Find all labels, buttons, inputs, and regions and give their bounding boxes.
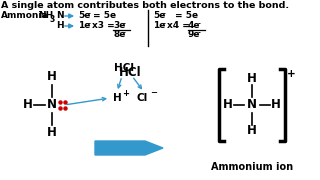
Text: N: N bbox=[56, 11, 64, 20]
Text: N: N bbox=[47, 98, 57, 111]
Text: H: H bbox=[223, 98, 233, 111]
Text: Ammonia: Ammonia bbox=[1, 11, 49, 20]
Text: HCl: HCl bbox=[119, 66, 141, 78]
Text: 3e: 3e bbox=[113, 21, 125, 30]
Text: N: N bbox=[247, 98, 257, 111]
Text: H: H bbox=[56, 21, 64, 30]
Text: 5e: 5e bbox=[153, 11, 165, 20]
Text: Cl: Cl bbox=[136, 93, 148, 103]
Text: -: - bbox=[163, 21, 166, 27]
Text: x4 =: x4 = bbox=[167, 21, 190, 30]
Text: = 5e: = 5e bbox=[175, 11, 198, 20]
Text: −: − bbox=[150, 89, 157, 98]
Text: H: H bbox=[23, 98, 33, 111]
Text: -: - bbox=[123, 21, 126, 27]
Text: +: + bbox=[122, 89, 129, 98]
Text: H: H bbox=[247, 125, 257, 138]
Text: Ammonium ion: Ammonium ion bbox=[211, 162, 293, 172]
Text: A single atom contributes both electrons to the bond.: A single atom contributes both electrons… bbox=[1, 1, 289, 10]
Text: 8e: 8e bbox=[113, 30, 125, 39]
Text: = 5e: = 5e bbox=[93, 11, 116, 20]
FancyArrow shape bbox=[95, 141, 163, 155]
Text: H: H bbox=[271, 98, 281, 111]
Text: 1e: 1e bbox=[153, 21, 165, 30]
Text: -: - bbox=[88, 11, 91, 17]
Text: -: - bbox=[198, 21, 201, 27]
Text: -: - bbox=[194, 11, 197, 17]
Text: H: H bbox=[47, 71, 57, 84]
Text: -: - bbox=[163, 11, 166, 17]
Text: -: - bbox=[112, 11, 115, 17]
Text: H: H bbox=[47, 127, 57, 140]
Text: -: - bbox=[123, 30, 126, 36]
Text: H: H bbox=[247, 73, 257, 86]
Text: 3: 3 bbox=[50, 15, 55, 24]
Text: -: - bbox=[88, 21, 91, 27]
Text: HCl: HCl bbox=[114, 63, 134, 73]
Text: 4e: 4e bbox=[188, 21, 201, 30]
Text: 1e: 1e bbox=[78, 21, 90, 30]
Text: NH: NH bbox=[38, 11, 53, 20]
Text: H: H bbox=[113, 93, 121, 103]
Text: 5e: 5e bbox=[78, 11, 90, 20]
Text: x3 =: x3 = bbox=[92, 21, 115, 30]
Text: 9e: 9e bbox=[188, 30, 201, 39]
Text: +: + bbox=[287, 69, 296, 79]
Text: -: - bbox=[198, 30, 201, 36]
